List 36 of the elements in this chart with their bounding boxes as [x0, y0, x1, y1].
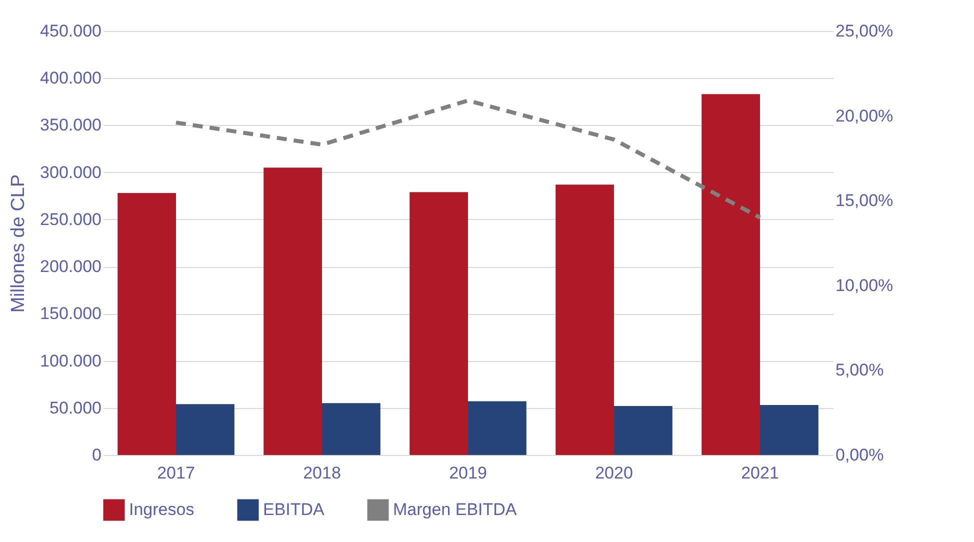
bar	[118, 193, 176, 455]
x-tick-label: 2017	[157, 464, 195, 482]
legend-label: Ingresos	[129, 500, 194, 519]
y2-tick-label: 0,00%	[836, 446, 884, 464]
y2-tick-label: 25,00%	[836, 22, 894, 40]
y2-tick-label: 10,00%	[836, 276, 894, 295]
bar	[322, 403, 380, 455]
x-tick-label: 2021	[741, 464, 779, 482]
legend-label: EBITDA	[263, 500, 326, 519]
y-tick-label: 300.000	[40, 162, 102, 182]
y-tick-label: 150.000	[40, 304, 102, 324]
y2-tick-label: 20,00%	[836, 106, 894, 126]
y2-tick-label: 15,00%	[836, 191, 894, 210]
y-axis-title: Millones de CLP	[8, 174, 30, 313]
y-tick-label: 350.000	[40, 116, 102, 135]
y-tick-label: 450.000	[40, 22, 102, 40]
legend-label: Margen EBITDA	[393, 500, 518, 519]
bar	[702, 94, 760, 455]
y-tick-label: 50.000	[50, 398, 102, 418]
bar	[556, 184, 614, 455]
bar	[410, 192, 468, 455]
y-tick-label: 400.000	[40, 68, 102, 88]
x-tick-label: 2020	[595, 464, 633, 482]
bar	[264, 168, 322, 455]
y-tick-label: 0	[92, 446, 102, 464]
bar	[468, 401, 526, 455]
bar	[614, 406, 672, 455]
y2-tick-label: 5,00%	[836, 360, 884, 380]
bar	[176, 404, 234, 455]
x-tick-label: 2019	[449, 464, 487, 482]
line-series	[174, 98, 762, 220]
bar	[760, 405, 818, 455]
y-tick-label: 250.000	[40, 210, 102, 229]
y-tick-label: 100.000	[40, 351, 102, 370]
x-tick-label: 2018	[303, 464, 341, 482]
y-tick-label: 200.000	[40, 257, 102, 276]
